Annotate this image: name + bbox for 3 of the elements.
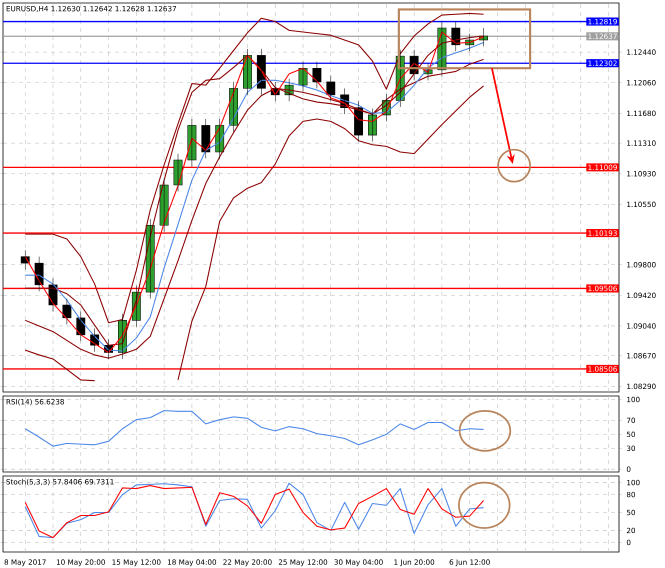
candlestick [326, 75, 336, 102]
candlestick [187, 118, 196, 167]
line-series [24, 410, 484, 447]
